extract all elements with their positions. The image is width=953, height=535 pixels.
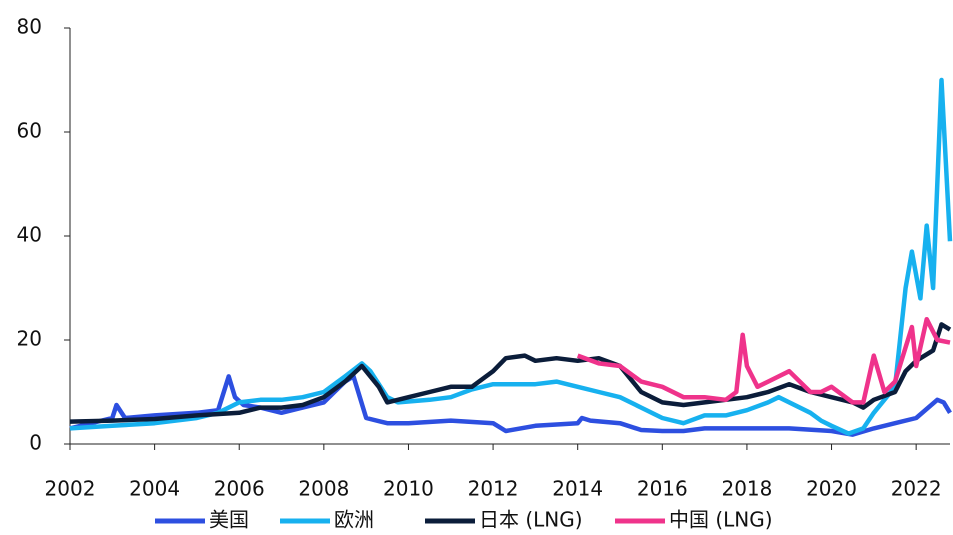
legend: 美国 欧洲 日本 (LNG) 中国 (LNG) (155, 508, 773, 532)
y-tick-label: 40 (17, 223, 42, 247)
x-tick-label: 2012 (468, 477, 519, 501)
legend-label: 欧洲 (334, 508, 374, 532)
x-tick-label: 2004 (129, 477, 180, 501)
x-tick-label: 2008 (298, 477, 349, 501)
series-line (69, 77, 953, 436)
x-tick-label: 2002 (45, 477, 96, 501)
legend-label: 日本 (LNG) (479, 508, 583, 532)
x-tick-label: 2010 (383, 477, 434, 501)
x-tick-label: 2020 (806, 477, 857, 501)
series-line (576, 316, 951, 405)
legend-label: 美国 (209, 508, 249, 532)
x-tick-label: 2018 (721, 477, 772, 501)
y-tick-label: 80 (17, 15, 42, 39)
legend-label: 中国 (LNG) (669, 508, 773, 532)
y-tick-label: 0 (29, 431, 42, 455)
x-tick-label: 2014 (552, 477, 603, 501)
y-tick-label: 60 (17, 119, 42, 143)
x-tick-label: 2022 (891, 477, 942, 501)
series-line (69, 374, 952, 437)
y-tick-label: 20 (17, 327, 42, 351)
x-tick-label: 2006 (214, 477, 265, 501)
series-line (69, 322, 952, 424)
x-tick-label: 2016 (637, 477, 688, 501)
